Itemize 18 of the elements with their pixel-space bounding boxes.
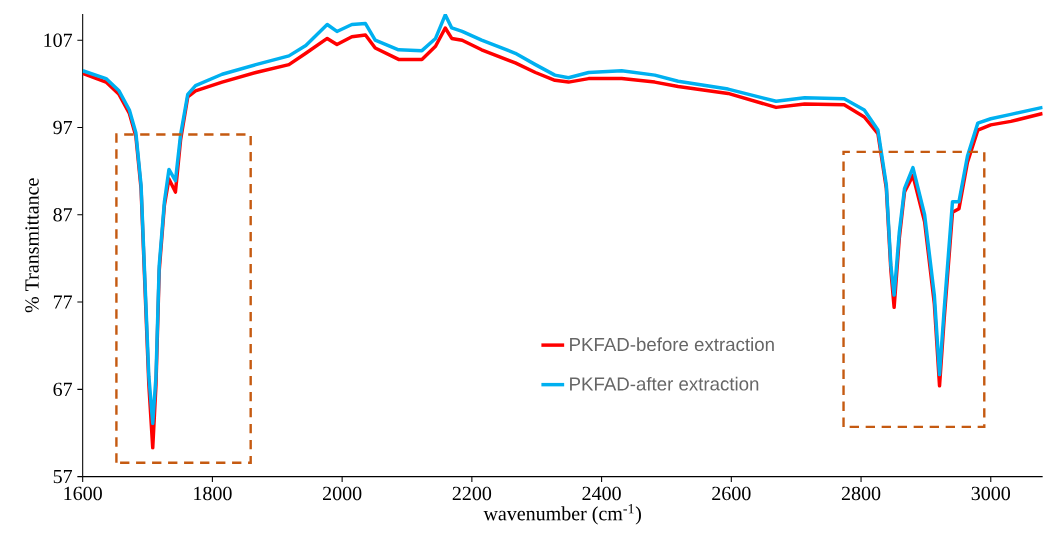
legend-label: PKFAD-after extraction [570, 376, 759, 391]
y-tick-label: 97 [53, 120, 73, 135]
y-axis-title: % Transmittance [25, 178, 39, 313]
x-tick-label: 2800 [841, 486, 881, 501]
x-tick-label: 2200 [452, 486, 492, 501]
y-tick-label: 67 [53, 382, 73, 397]
x-tick-label: 3000 [971, 486, 1011, 501]
x-tick-label: 1800 [194, 486, 232, 501]
y-tick-label: 107 [44, 33, 73, 47]
y-tick-label: 87 [53, 208, 73, 222]
y-tick-label: 77 [53, 295, 73, 309]
x-tick-label: 1600 [64, 486, 102, 501]
y-tick-label: 57 [53, 470, 73, 484]
legend-label: PKFAD-before extraction [570, 337, 774, 352]
x-tick-label: 2400 [582, 486, 621, 501]
x-tick-label: 2000 [323, 486, 362, 501]
x-axis-title: wavenumber (cm$^{-1}$) [483, 504, 641, 525]
x-tick-label: 2600 [712, 486, 751, 501]
